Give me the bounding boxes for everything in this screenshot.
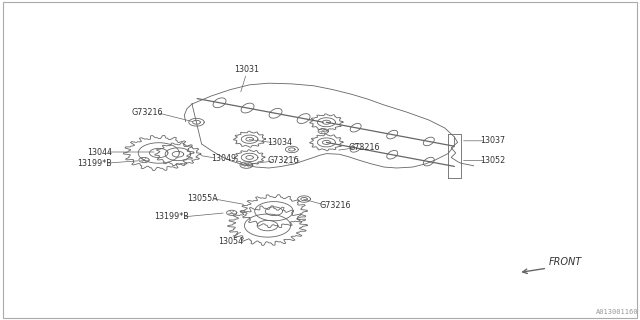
Text: G73216: G73216 [132,108,163,117]
Text: G73216: G73216 [268,156,299,165]
Text: 13052: 13052 [480,156,505,165]
Text: G73216: G73216 [320,201,351,210]
Text: 13199*B: 13199*B [77,159,112,168]
Text: 13044: 13044 [87,148,112,156]
Text: A013001160: A013001160 [596,309,639,315]
Text: 13034: 13034 [268,138,292,147]
Text: FRONT: FRONT [549,257,582,267]
Text: 13031: 13031 [234,65,259,74]
Text: 13037: 13037 [480,136,505,145]
Text: 13049: 13049 [211,154,236,163]
Text: G73216: G73216 [349,143,380,152]
Text: 13055A: 13055A [187,194,218,203]
Text: 13054: 13054 [218,237,243,246]
Text: 13199*B: 13199*B [154,212,189,221]
